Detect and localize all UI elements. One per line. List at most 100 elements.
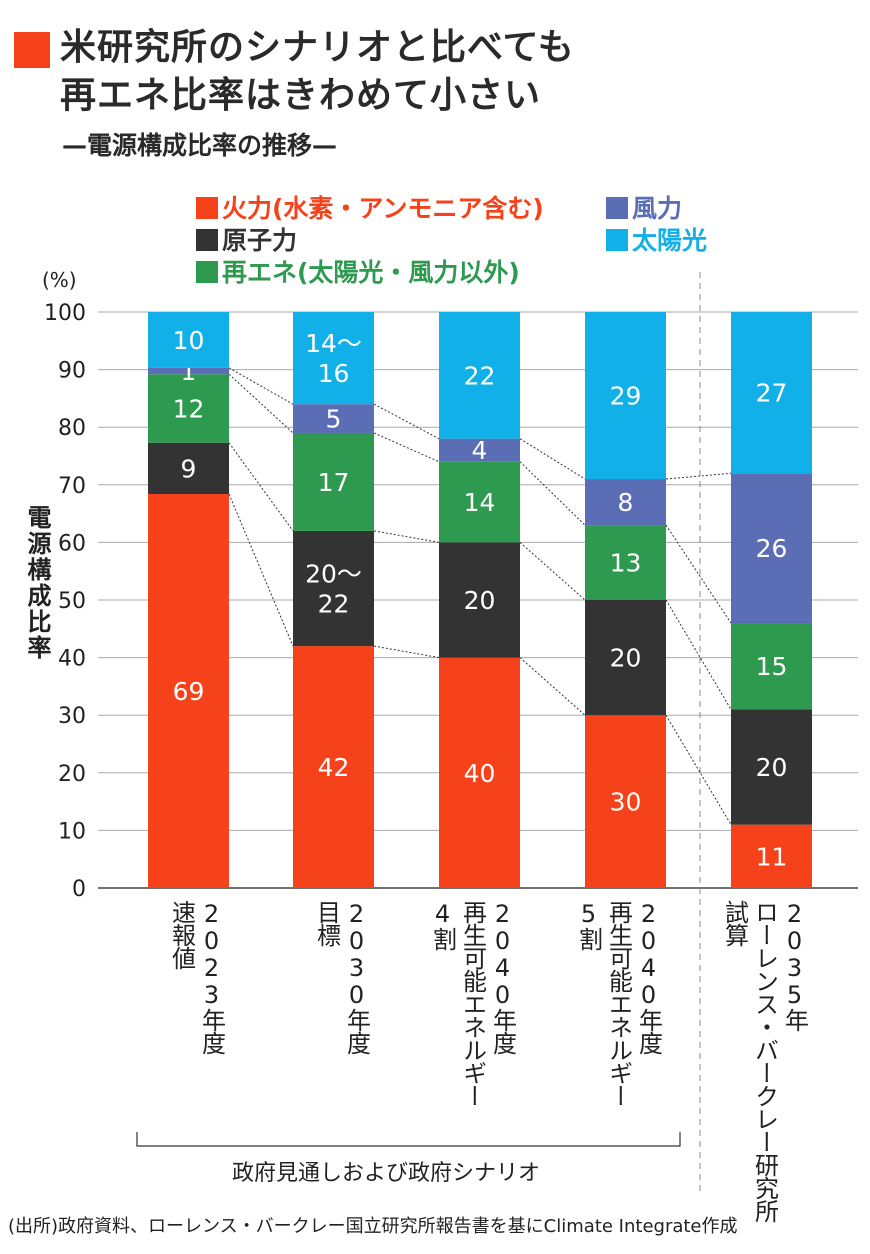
bar-segment-fire (148, 494, 229, 888)
x-tick-label-line: 2040年度 (634, 900, 663, 1054)
data-label-solar: 10 (173, 326, 205, 355)
connector-line (228, 373, 294, 434)
x-tick-label-line: 再生可能エネルギー (458, 900, 487, 1107)
y-tick-label: 80 (58, 416, 86, 441)
bar-segment-renew (148, 374, 229, 443)
data-label-fire: 42 (318, 753, 350, 782)
data-label-renew: 12 (173, 394, 205, 423)
y-tick-label: 90 (58, 359, 86, 384)
bar-segment-nuclear (585, 600, 666, 716)
x-tick-label-line: 試算 (720, 900, 749, 946)
x-tick-label-line: ローレンス・バークレー研究所 (750, 900, 779, 1222)
title-marker (14, 32, 50, 68)
legend-label: 原子力 (222, 226, 298, 255)
x-tick-label: 2023年度 速報値 (167, 900, 227, 1054)
bar-segment-solar (439, 312, 520, 439)
bar-segment-fire (439, 657, 520, 888)
connector-line (519, 438, 586, 480)
x-tick-label-line: 5割 (574, 900, 603, 950)
y-tick-label: 100 (44, 301, 86, 326)
data-label-solar: 27 (756, 379, 788, 408)
data-label-fire: 40 (464, 759, 496, 788)
x-tick-label-line: 再生可能エネルギー (604, 900, 633, 1107)
bar-segment-wind (439, 438, 520, 462)
legend-wind: 風力 (606, 194, 682, 224)
legend-label: 火力(水素・アンモニア含む) (222, 194, 544, 223)
data-label-solar: 29 (610, 382, 642, 411)
x-tick-label-line: 目標 (312, 900, 341, 946)
legend-swatch (606, 197, 628, 219)
y-tick-label: 0 (72, 877, 86, 902)
bar-segment-renew (585, 525, 666, 600)
y-tick-label: 50 (58, 589, 86, 614)
bar-segment-wind (148, 367, 229, 375)
data-label-nuclear: 20 (756, 753, 788, 782)
data-label-nuclear: 20 (464, 586, 496, 615)
x-tick-label: 2040年度 再生可能エネルギー 5割 (574, 900, 664, 1107)
data-label-solar: 14〜 16 (305, 329, 362, 388)
bar-segment-fire (293, 646, 374, 888)
chart-subtitle: —電源構成比率の推移— (62, 131, 338, 160)
data-label-wind: 5 (326, 405, 342, 434)
bar-segment-fire (731, 824, 812, 888)
x-tick-label-line: 2035年 (780, 900, 809, 1031)
connector-line (519, 542, 586, 601)
bar-segment-solar (585, 312, 666, 480)
connector-line (665, 714, 732, 825)
data-label-fire: 69 (173, 677, 205, 706)
legend-fire: 火力(水素・アンモニア含む) (196, 194, 544, 224)
bar-segment-nuclear (293, 530, 374, 647)
source-note: (出所)政府資料、ローレンス・バークレー国立研究所報告書を基にClimate I… (8, 1216, 738, 1237)
y-tick-label: 20 (58, 762, 86, 787)
y-tick-label: 70 (58, 474, 86, 499)
data-label-wind: 8 (618, 488, 634, 517)
y-tick-label: 30 (58, 704, 86, 729)
data-label-renew: 14 (464, 488, 496, 517)
data-label-renew: 13 (610, 549, 642, 578)
legend-nuclear: 原子力 (196, 226, 297, 256)
data-label-renew: 15 (756, 652, 788, 681)
bar-segment-solar (148, 312, 229, 368)
connector-line (519, 657, 586, 716)
bar-segment-fire (585, 715, 666, 888)
bar-segment-renew (731, 623, 812, 710)
x-tick-label-line: 速報値 (167, 900, 196, 969)
bar-segment-wind (585, 479, 666, 526)
bar-segment-wind (731, 473, 812, 624)
bar-segment-renew (439, 461, 520, 543)
group-label: 政府見通しおよび政府シナリオ (232, 1161, 541, 1186)
data-label-nuclear: 20〜 22 (305, 559, 362, 618)
bar-segment-nuclear (148, 442, 229, 495)
connector-line (373, 645, 440, 659)
legend-label: 風力 (632, 194, 683, 223)
x-tick-label-line: 2040年度 (488, 900, 517, 1054)
x-tick-label-line: 2030年度 (342, 900, 371, 1054)
legend-swatch (196, 261, 218, 283)
bar-segment-nuclear (439, 542, 520, 658)
legend-swatch (196, 197, 218, 219)
legend-renew: 再エネ(太陽光・風力以外) (196, 258, 520, 288)
connector-line (665, 524, 732, 624)
connector-line (519, 461, 586, 526)
x-tick-label-line: 2023年度 (197, 900, 226, 1054)
data-label-nuclear: 9 (181, 454, 197, 483)
y-tick-label: 40 (58, 647, 86, 672)
x-tick-label: 2035年 ローレンス・バークレー研究所 試算 (720, 900, 810, 1222)
bar-segment-solar (731, 312, 812, 474)
legend-swatch (606, 229, 628, 251)
x-tick-label: 2040年度 再生可能エネルギー 4割 (428, 900, 518, 1107)
bar-segment-solar (293, 312, 374, 405)
bar-segment-renew (293, 432, 374, 531)
data-label-fire: 11 (756, 842, 788, 871)
title-line-1: 米研究所のシナリオと比べても (60, 27, 575, 68)
data-label-renew: 17 (318, 468, 350, 497)
chart-title: 米研究所のシナリオと比べても 再エネ比率はきわめて小さい (60, 24, 575, 120)
legend-solar: 太陽光 (606, 226, 707, 256)
bar-segment-wind (293, 404, 374, 433)
x-tick-label-line: 4割 (428, 900, 457, 950)
group-bracket (136, 1132, 681, 1147)
x-tick-label: 2030年度 目標 (312, 900, 372, 1054)
connector-line (228, 367, 294, 405)
data-label-wind: 4 (472, 436, 488, 465)
